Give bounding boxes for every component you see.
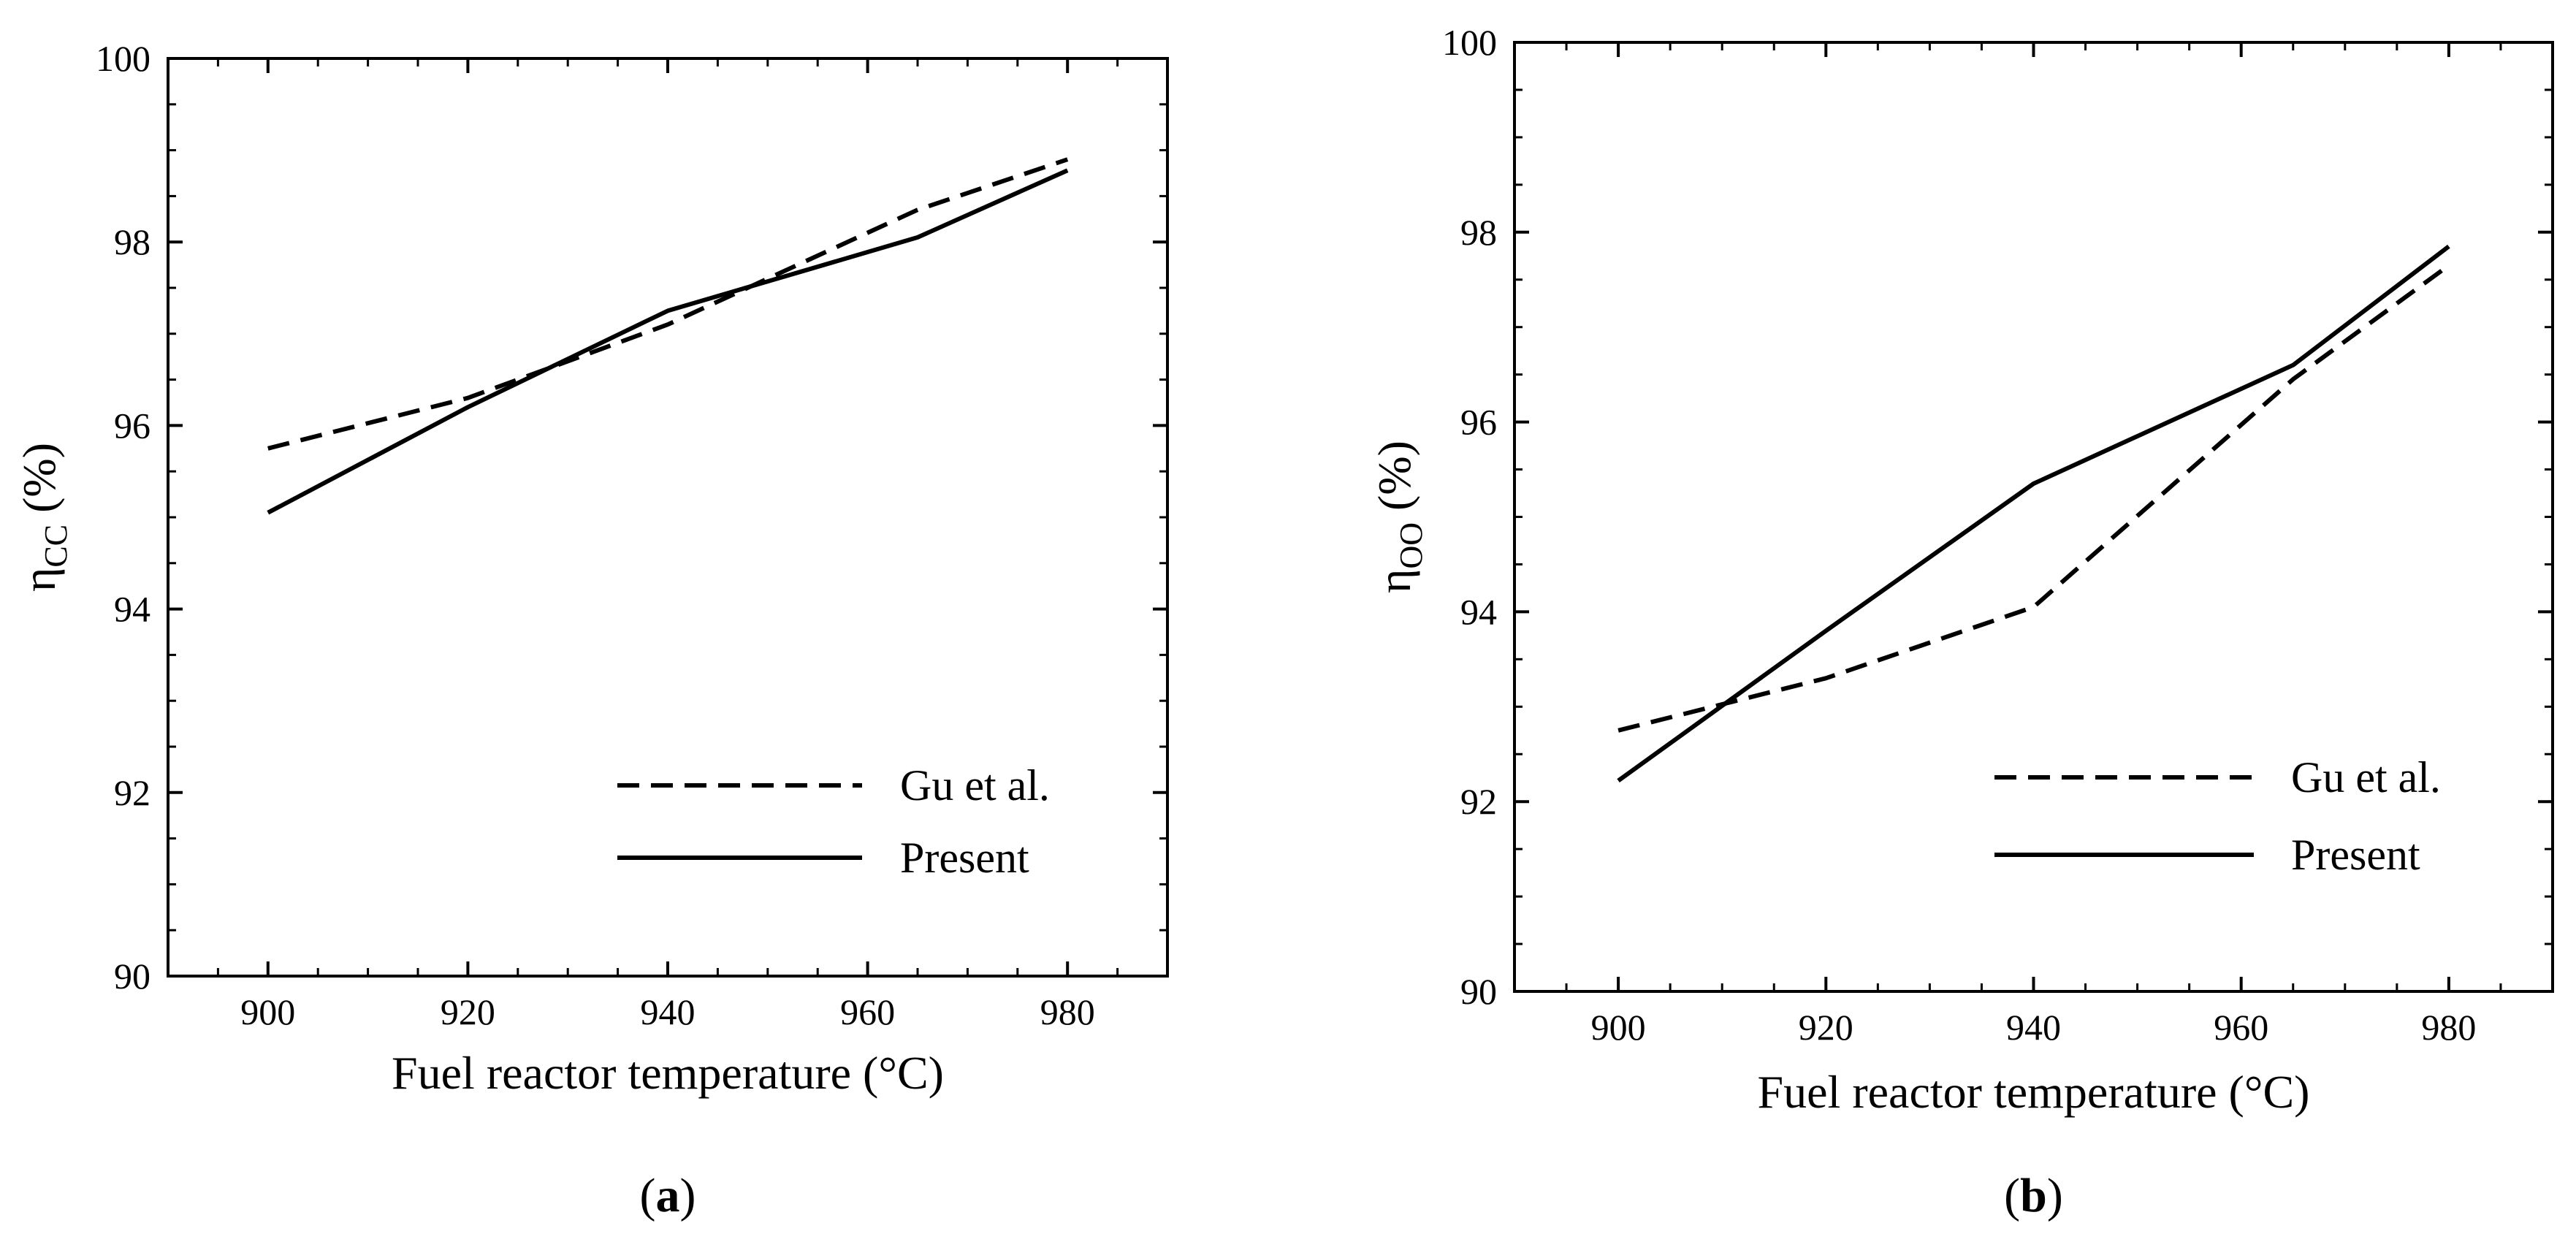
- y-tick-label: 96: [1460, 402, 1497, 443]
- legend-label: Present: [2291, 831, 2420, 879]
- y-axis-title-subscript: CC: [38, 525, 74, 568]
- y-tick-label: 96: [114, 405, 150, 446]
- series-line-present: [267, 168, 1069, 515]
- y-tick-label: 94: [114, 589, 150, 630]
- x-tick-label: 960: [2214, 1007, 2268, 1048]
- y-tick-label: 92: [1460, 781, 1497, 822]
- series-line-gu-et-al: [1617, 263, 2450, 733]
- x-tick-label: 940: [641, 991, 696, 1032]
- x-tick-label: 900: [1591, 1007, 1646, 1048]
- y-axis-title-subscript: OO: [1393, 522, 1429, 569]
- x-axis-title: Fuel reactor temperature (°C): [392, 1047, 944, 1099]
- series-line-present: [1617, 244, 2450, 783]
- y-tick-label: 100: [1442, 22, 1497, 63]
- y-tick-label: 90: [1460, 971, 1497, 1012]
- x-tick-label: 900: [240, 991, 295, 1032]
- panel-label-letter: b: [2020, 1169, 2047, 1222]
- series-line-gu-et-al: [267, 157, 1069, 451]
- y-tick-label: 92: [114, 772, 150, 813]
- legend: Gu et al. Present: [1994, 753, 2441, 879]
- y-tick-label: 98: [1460, 212, 1497, 253]
- panel-label-close: ): [680, 1169, 696, 1222]
- y-tick-label: 90: [114, 956, 150, 997]
- y-axis-title-unit: (%): [13, 443, 65, 525]
- y-axis-title: ηOO (%): [1368, 441, 1429, 593]
- y-axis-title-symbol: η: [1368, 569, 1420, 593]
- x-tick-label: 940: [2006, 1007, 2061, 1048]
- y-tick-label: 98: [114, 221, 150, 262]
- y-tick-label: 100: [96, 38, 150, 79]
- x-tick-label: 960: [840, 991, 895, 1032]
- x-tick-label: 980: [1040, 991, 1095, 1032]
- panel-label-close: ): [2047, 1169, 2063, 1222]
- y-axis-title-unit: (%): [1368, 441, 1420, 522]
- x-tick-label: 920: [441, 991, 495, 1032]
- y-axis-title: ηCC (%): [13, 443, 74, 592]
- y-axis-title-symbol: η: [13, 568, 65, 592]
- legend-label: Present: [900, 834, 1029, 882]
- y-tick-label: 94: [1460, 591, 1497, 632]
- panel-label-open: (: [2004, 1169, 2020, 1222]
- legend-label: Gu et al.: [900, 761, 1050, 809]
- panel-label-letter: a: [656, 1169, 680, 1222]
- panel-label-open: (: [640, 1169, 656, 1222]
- panel-label: (b): [2004, 1169, 2063, 1222]
- x-tick-label: 980: [2421, 1007, 2476, 1048]
- panel-label: (a): [640, 1169, 696, 1222]
- x-tick-label: 920: [1799, 1007, 1853, 1048]
- x-axis-title: Fuel reactor temperature (°C): [1758, 1066, 2310, 1118]
- chart-panel-b: 900 920 940 960 980 90 92 94 96 98 100 Fuel reactor…: [1368, 22, 2554, 1222]
- chart-panel-a: 900 920 940 960 980 90 92 94 96 98 100 Fuel reactor…: [13, 38, 1169, 1222]
- legend-label: Gu et al.: [2291, 753, 2441, 801]
- legend: Gu et al. Present: [617, 761, 1050, 882]
